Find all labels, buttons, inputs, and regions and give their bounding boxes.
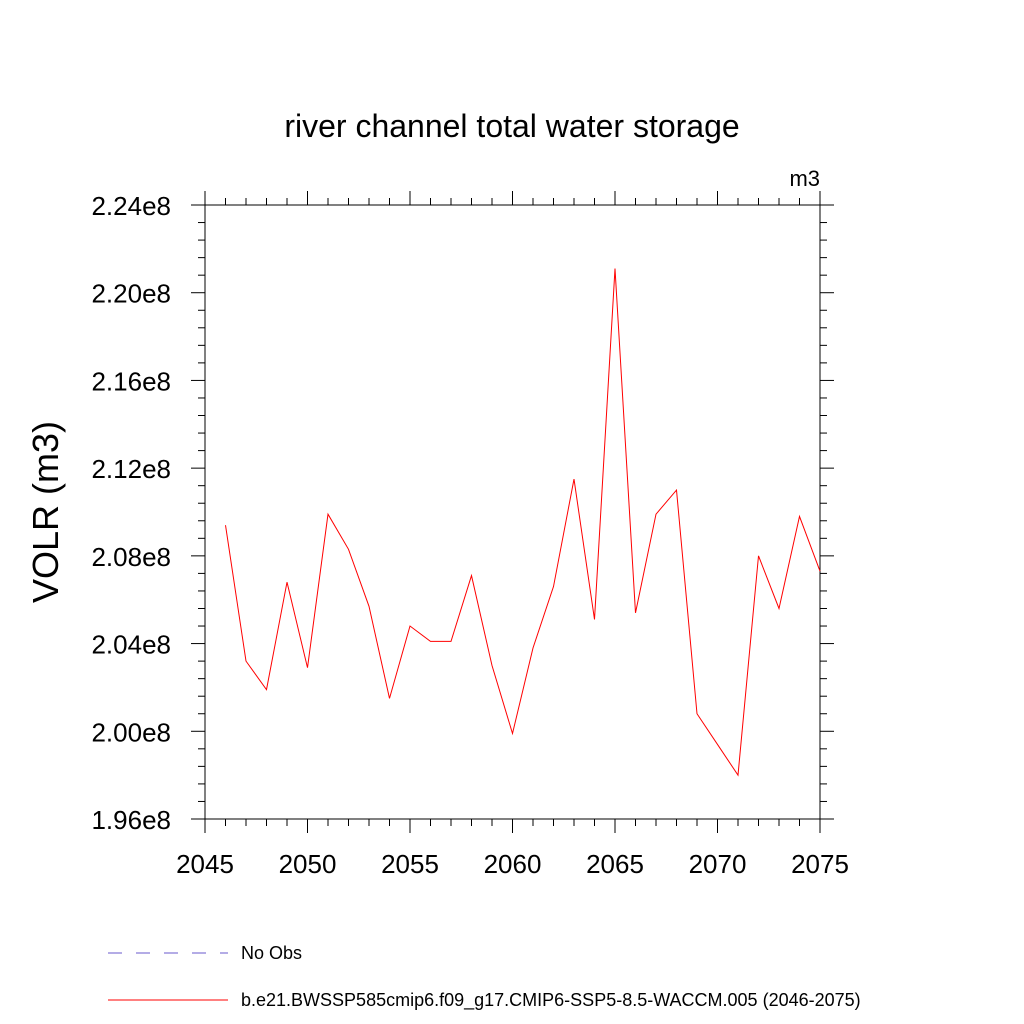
y-tick-label: 2.24e8 (91, 191, 171, 221)
y-tick-labels: 1.96e8 2.00e8 2.04e8 2.08e8 2.12e8 2.16e8 2.20… (91, 191, 171, 835)
legend-label: b.e21.BWSSP585cmip6.f09_g17.CMIP6-SSP5-8… (241, 990, 861, 1011)
units-label: m3 (789, 166, 820, 191)
legend: No Obs b.e21.BWSSP585cmip6.f09_g17.CMIP6-… (108, 943, 861, 1011)
x-tick-label: 2070 (689, 849, 747, 879)
x-tick-label: 2065 (586, 849, 644, 879)
x-tick-labels: 2045 2050 2055 2060 2065 2070 2075 (176, 849, 849, 879)
x-tick-label: 2055 (381, 849, 439, 879)
x-tick-label: 2050 (279, 849, 337, 879)
series-line (225, 268, 821, 777)
x-tick-label: 2060 (484, 849, 542, 879)
y-tick-label: 2.04e8 (91, 630, 171, 660)
chart-title: river channel total water storage (284, 108, 739, 144)
series-lines (225, 268, 821, 777)
legend-label: No Obs (241, 943, 302, 963)
plot-frame (204, 204, 821, 820)
x-tick-label: 2045 (176, 849, 234, 879)
x-tick-label: 2075 (791, 849, 849, 879)
y-tick-label: 2.12e8 (91, 454, 171, 484)
y-tick-label: 2.00e8 (91, 717, 171, 747)
y-tick-label: 2.20e8 (91, 279, 171, 309)
y-tick-label: 2.08e8 (91, 542, 171, 572)
y-tick-label: 1.96e8 (91, 805, 171, 835)
y-axis-label: VOLR (m3) (25, 421, 66, 603)
y-tick-label: 2.16e8 (91, 366, 171, 396)
axis-ticks (191, 191, 834, 833)
